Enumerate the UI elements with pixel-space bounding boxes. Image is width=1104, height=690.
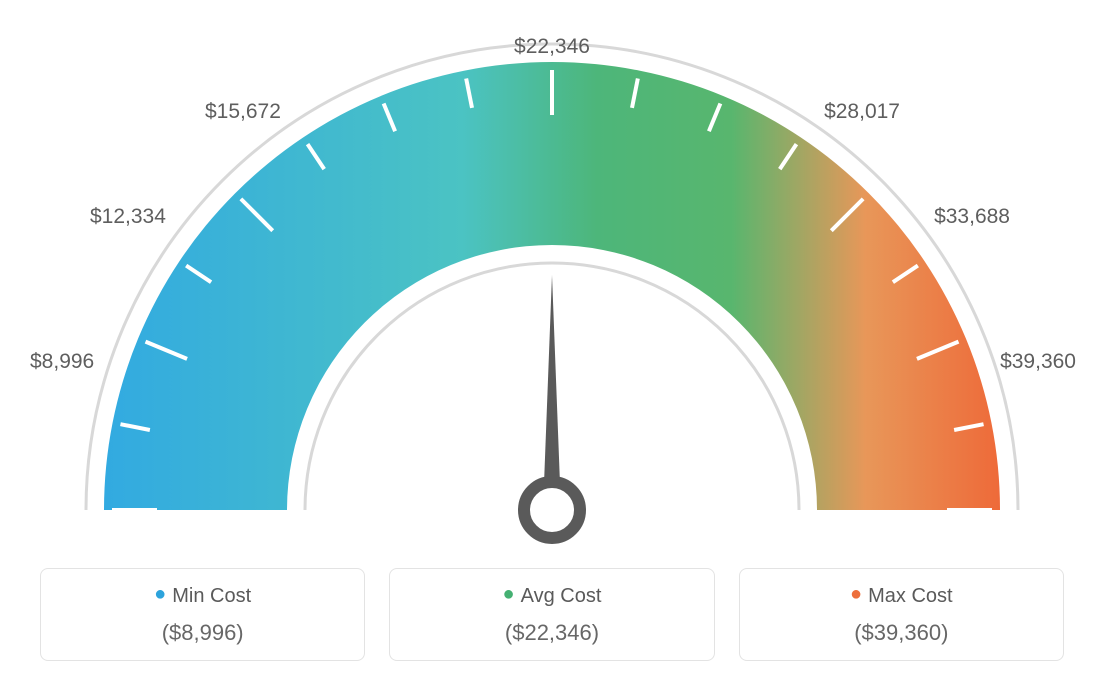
cost-gauge: $8,996 $12,334 $15,672 $22,346 $28,017 $33,68…	[0, 0, 1104, 560]
legend-min-title-text: Min Cost	[172, 585, 251, 607]
legend-max-title: ●Max Cost	[750, 585, 1053, 608]
legend-avg-title: ●Avg Cost	[400, 585, 703, 608]
gauge-tick-label: $12,334	[90, 205, 166, 229]
gauge-svg	[0, 0, 1104, 560]
legend-avg-title-text: Avg Cost	[521, 585, 602, 607]
gauge-tick-label: $28,017	[824, 100, 900, 124]
legend-max-card: ●Max Cost ($39,360)	[739, 568, 1064, 661]
legend-min-title: ●Min Cost	[51, 585, 354, 608]
legend-max-title-text: Max Cost	[868, 585, 952, 607]
legend-max-value: ($39,360)	[750, 620, 1053, 646]
gauge-tick-label: $15,672	[205, 100, 281, 124]
gauge-tick-label: $8,996	[30, 350, 94, 374]
legend-avg-card: ●Avg Cost ($22,346)	[389, 568, 714, 661]
gauge-tick-label: $33,688	[934, 205, 1010, 229]
gauge-tick-label: $39,360	[1000, 350, 1076, 374]
legend-row: ●Min Cost ($8,996) ●Avg Cost ($22,346) ●…	[0, 568, 1104, 661]
legend-avg-value: ($22,346)	[400, 620, 703, 646]
legend-min-card: ●Min Cost ($8,996)	[40, 568, 365, 661]
legend-min-value: ($8,996)	[51, 620, 354, 646]
gauge-tick-label: $22,346	[514, 35, 590, 59]
